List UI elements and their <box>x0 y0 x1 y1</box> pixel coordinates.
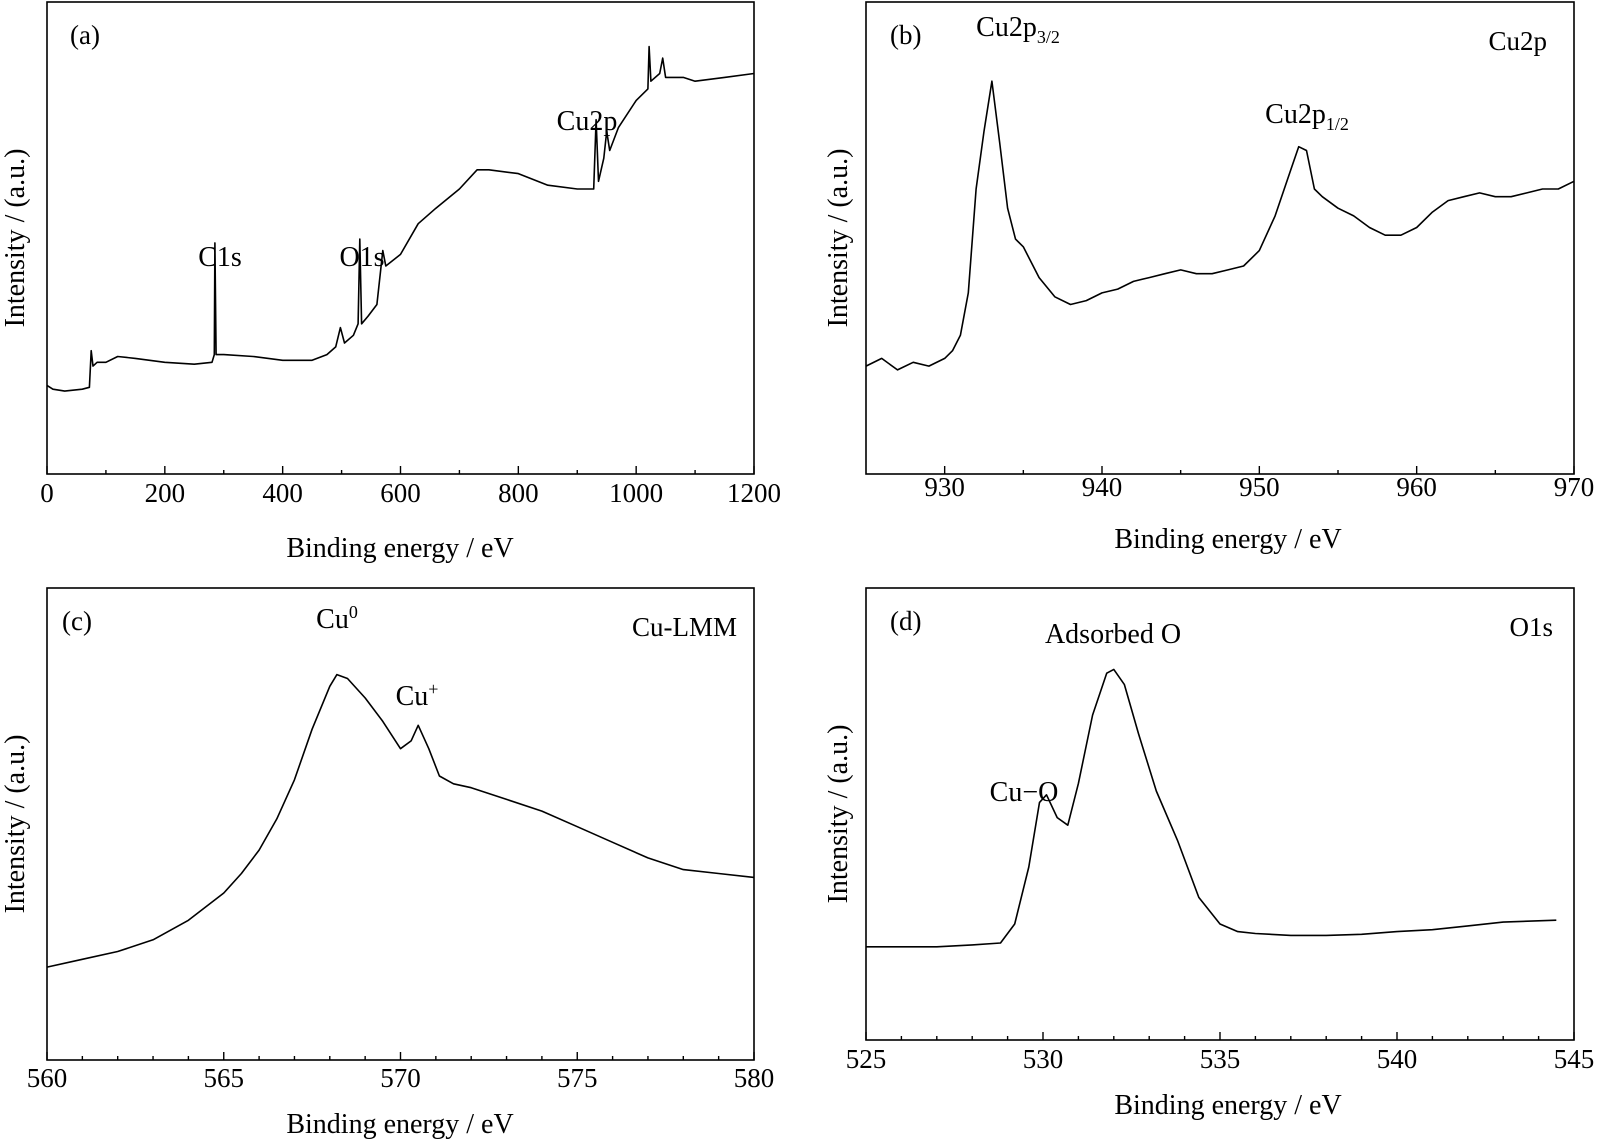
plot-frame-d <box>865 587 1575 1041</box>
peak-label-cu-plus-main: Cu <box>396 681 429 712</box>
x-tick-label-d: 530 <box>1023 1044 1064 1074</box>
peak-label-cu2p12-main: Cu2p <box>1265 99 1326 130</box>
y-axis-label-b: Intensity / (a.u.) <box>823 149 854 328</box>
x-ticks-d: 525 530 535 540 545 <box>846 1032 1595 1074</box>
panel-b: 930 940 950 960 970 (b) Cu2p Cu2p3/2 Cu2p1/2… <box>823 1 1594 555</box>
x-axis-label-b: Binding energy / eV <box>1114 524 1341 555</box>
x-tick-label-a: 400 <box>262 478 303 508</box>
x-ticks-a: 0 200 400 600 800 1000 1200 <box>40 466 781 508</box>
x-axis-label-c: Binding energy / eV <box>286 1109 513 1140</box>
x-tick-label-b: 970 <box>1554 472 1595 502</box>
trace-layer-b <box>865 80 1575 371</box>
peak-label-o1s: O1s <box>339 242 384 273</box>
spectrum-line-d <box>866 668 1557 948</box>
plot-frame-c <box>46 587 755 1061</box>
x-tick-label-c: 570 <box>380 1063 421 1093</box>
x-axis-label-a: Binding energy / eV <box>286 533 513 564</box>
peak-label-cu-o: Cu−O <box>990 777 1059 808</box>
x-tick-label-c: 580 <box>734 1063 775 1093</box>
x-tick-label-a: 600 <box>380 478 421 508</box>
peak-label-c1s: C1s <box>198 242 242 273</box>
x-tick-label-c: 565 <box>204 1063 245 1093</box>
trace-layer-a <box>46 45 755 392</box>
x-tick-label-a: 1000 <box>609 478 663 508</box>
x-tick-label-c: 560 <box>27 1063 68 1093</box>
trace-layer-d <box>866 668 1557 948</box>
peak-label-cu0: Cu0 <box>316 602 358 635</box>
panel-label-c: (c) <box>62 606 92 636</box>
x-tick-label-a: 0 <box>40 478 54 508</box>
x-tick-label-c: 575 <box>557 1063 598 1093</box>
peak-label-adsorbed-o: Adsorbed O <box>1045 619 1181 650</box>
plot-frame-b <box>865 1 1575 475</box>
panel-label-a: (a) <box>70 20 100 50</box>
spectrum-line-c <box>46 673 755 968</box>
spectrum-line-a <box>46 45 755 392</box>
x-tick-label-b: 950 <box>1239 472 1280 502</box>
y-axis-label-c: Intensity / (a.u.) <box>0 735 31 914</box>
panel-label-d: (d) <box>890 606 921 636</box>
x-tick-label-d: 540 <box>1377 1044 1418 1074</box>
peak-label-cu2p12-sub: 1/2 <box>1326 114 1349 134</box>
peak-label-cu0-sup: 0 <box>349 602 358 622</box>
x-tick-label-d: 535 <box>1200 1044 1241 1074</box>
x-tick-label-b: 960 <box>1396 472 1437 502</box>
panel-label-b: (b) <box>890 20 921 50</box>
x-tick-label-d: 525 <box>846 1044 887 1074</box>
peak-label-cu-plus-sup: + <box>428 679 438 699</box>
peak-label-cu2p12: Cu2p1/2 <box>1265 99 1349 134</box>
spectrum-line-b <box>865 80 1575 371</box>
x-tick-label-b: 930 <box>924 472 965 502</box>
x-tick-label-b: 940 <box>1082 472 1123 502</box>
peak-label-cu-plus: Cu+ <box>396 679 439 712</box>
element-label-o1s: O1s <box>1509 612 1553 642</box>
x-tick-label-a: 200 <box>145 478 186 508</box>
x-ticks-c: 560 565 570 575 580 <box>27 1052 775 1093</box>
element-label-cu-lmm: Cu-LMM <box>632 612 737 642</box>
x-tick-label-d: 545 <box>1554 1044 1595 1074</box>
trace-layer-c <box>46 673 755 968</box>
x-ticks-b: 930 940 950 960 970 <box>924 466 1594 502</box>
peak-label-cu2p32-main: Cu2p <box>976 12 1037 43</box>
peak-label-cu0-main: Cu <box>316 604 349 635</box>
panel-d: 525 530 535 540 545 (d) O1s Adsorbed O Cu−O … <box>823 587 1595 1121</box>
x-tick-label-a: 1200 <box>727 478 781 508</box>
panel-c: 560 565 570 575 580 (c) Cu-LMM Cu0 Cu+ Bindi… <box>0 587 775 1140</box>
peak-label-cu2p32-sub: 3/2 <box>1037 27 1060 47</box>
y-axis-label-d: Intensity / (a.u.) <box>823 725 854 904</box>
peak-label-cu2p: Cu2p <box>557 106 618 137</box>
peak-label-cu2p32: Cu2p3/2 <box>976 12 1060 47</box>
element-label-cu2p: Cu2p <box>1488 26 1547 56</box>
y-axis-label-a: Intensity / (a.u.) <box>0 149 31 328</box>
panel-a: 0 200 400 600 800 1000 1200 (a) C1s O1s Cu2p B… <box>0 1 781 564</box>
x-tick-label-a: 800 <box>498 478 539 508</box>
x-axis-label-d: Binding energy / eV <box>1114 1090 1341 1121</box>
